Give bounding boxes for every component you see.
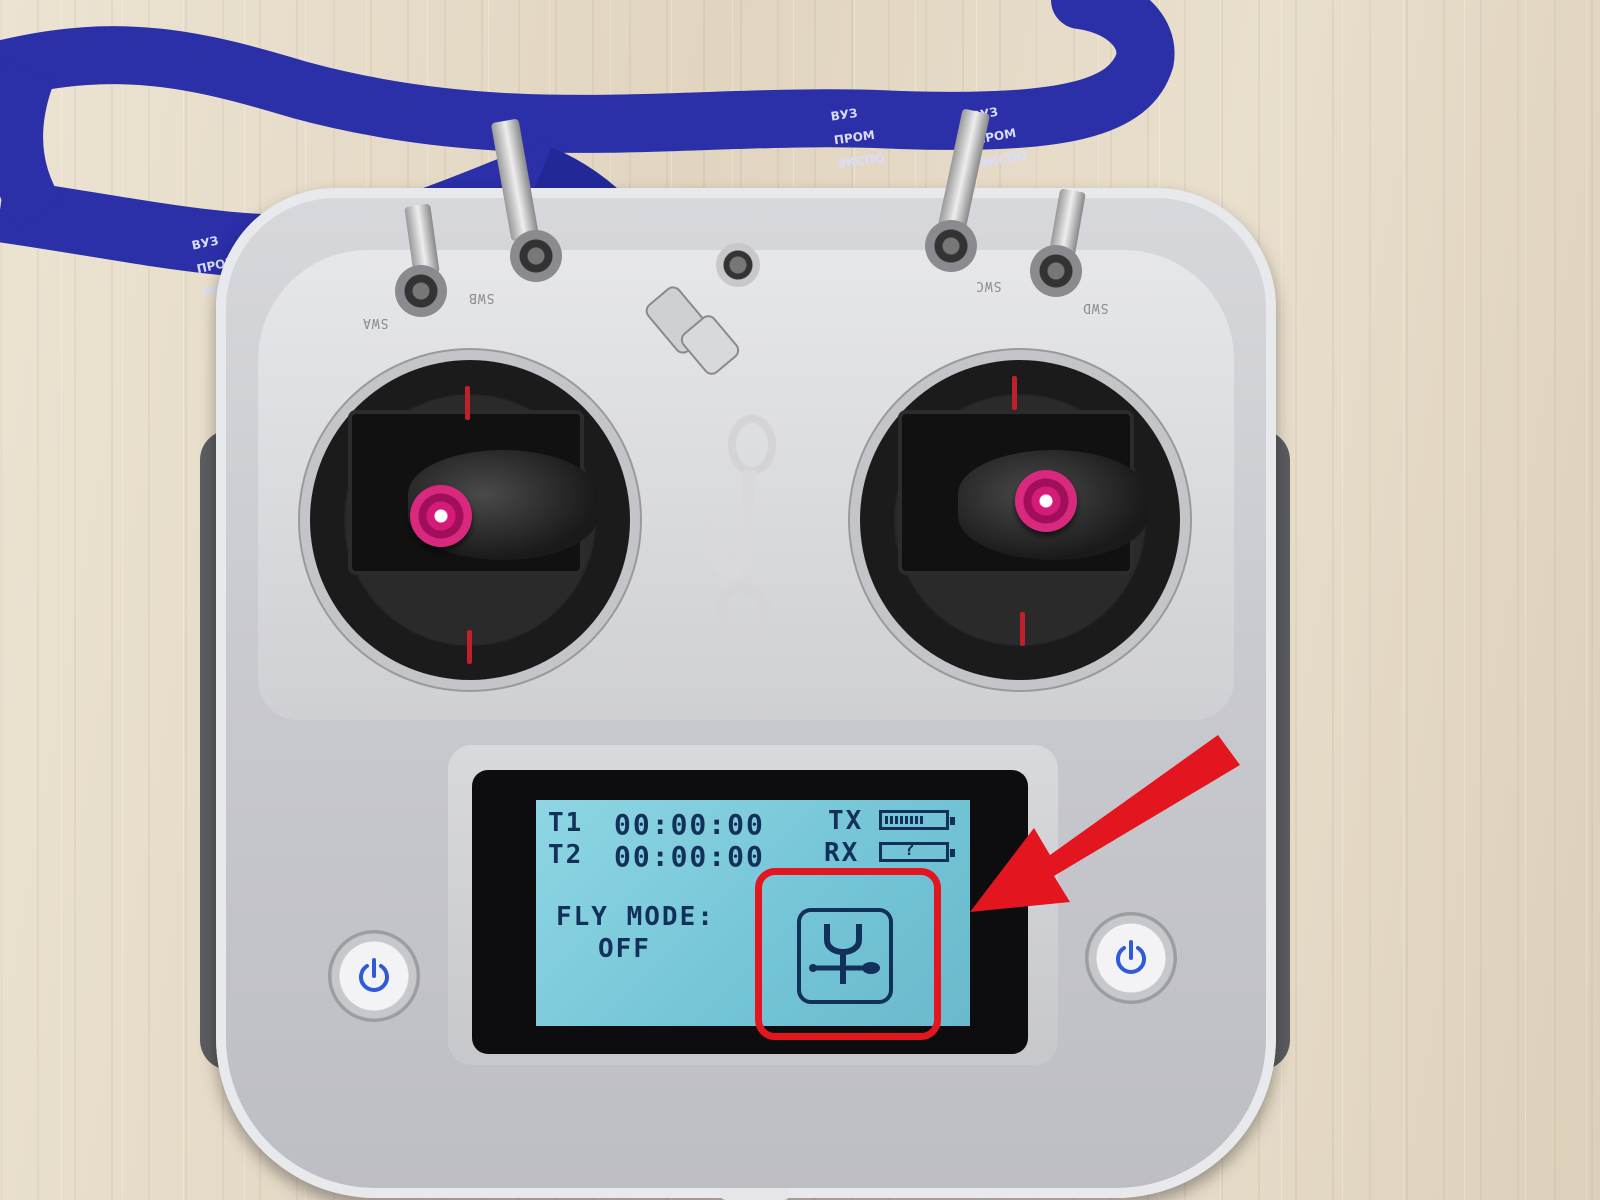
switch-nut: [925, 220, 977, 272]
lanyard-clip: [645, 286, 776, 637]
left-gimbal-mark-top: [465, 386, 470, 420]
tx-label: TX: [828, 806, 864, 836]
right-gimbal-mark-bottom: [1020, 612, 1025, 646]
power-icon: [359, 958, 389, 992]
power-icon: [1116, 940, 1146, 974]
power-button-left[interactable]: [328, 930, 420, 1022]
lanyard-text-line: ПРОМ: [833, 127, 876, 148]
tx-battery-level: [885, 816, 925, 824]
switch-nut: [1030, 245, 1082, 297]
rx-label: RX: [824, 838, 860, 868]
bottom-port: [720, 1188, 790, 1200]
switch-nut: [395, 265, 447, 317]
right-stick[interactable]: [1015, 470, 1077, 532]
switch-label-swd: SWD: [1082, 300, 1109, 315]
rx-battery-icon: ?: [879, 839, 955, 862]
lcd-screen: T1 00:00:00 T2 00:00:00 TX RX ? FLY MODE…: [536, 800, 970, 1026]
setup-menu-icon[interactable]: [797, 908, 893, 1004]
timer1-label: T1: [548, 808, 584, 838]
right-gimbal-mark-top: [1012, 376, 1017, 410]
red-arrow-icon: [970, 735, 1240, 912]
lanyard-text-line: ВУЗ: [829, 105, 859, 124]
rx-battery-value: ?: [904, 839, 915, 860]
left-gimbal-frame: [348, 410, 598, 575]
lanyard-print-2: ВУЗ ПРОМ ЭКСПО: [820, 92, 886, 171]
lanyard-text-line: ВУЗ: [190, 233, 220, 253]
fly-mode-label: FLY MODE:: [556, 902, 715, 932]
bind-button-hole[interactable]: [716, 243, 760, 287]
switch-label-swb: SWB: [468, 290, 495, 305]
power-button-right[interactable]: [1085, 912, 1177, 1004]
switch-label-swc: SWC: [975, 278, 1002, 293]
left-stick[interactable]: [410, 485, 472, 547]
timer1-value: 00:00:00: [614, 808, 765, 841]
timer2-label: T2: [548, 840, 584, 870]
left-gimbal-mark-bottom: [467, 630, 472, 664]
timer2-value: 00:00:00: [614, 840, 765, 873]
switch-nut: [510, 230, 562, 282]
wrench-screwdriver-icon: [809, 924, 880, 984]
tx-battery-icon: [879, 810, 955, 830]
fly-mode-value: OFF: [598, 934, 651, 964]
red-highlight-box: [755, 868, 941, 1040]
switch-label-swa: SWA: [362, 315, 389, 330]
